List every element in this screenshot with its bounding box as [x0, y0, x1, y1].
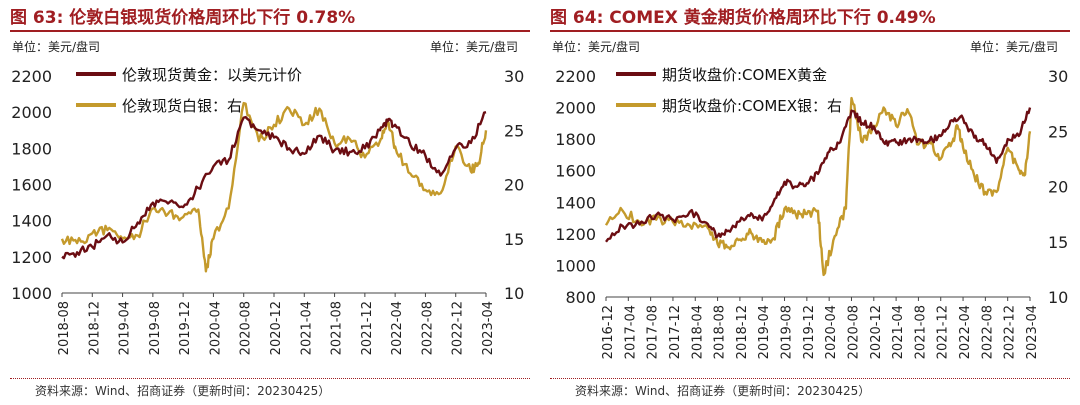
x-tick-label: 2021-12 — [360, 301, 375, 355]
x-tick-label: 2023-04 — [1025, 305, 1040, 359]
y-right-tick-label: 10 — [1048, 288, 1068, 307]
y-left-tick-label: 800 — [565, 288, 596, 307]
chart-panel-left: 图 63: 伦敦白银现货价格周环比下行 0.78% 单位：美元/盘司 单位：美元… — [10, 8, 530, 398]
x-tick-label: 2019-08 — [780, 305, 795, 359]
series-line-gold — [61, 111, 487, 260]
x-tick-label: 2017-08 — [646, 305, 661, 359]
x-tick-label: 2021-12 — [936, 305, 951, 359]
x-tick-label: 2023-04 — [481, 301, 496, 355]
x-tick-label: 2020-04 — [824, 305, 839, 359]
y-left-tick-label: 1800 — [11, 139, 52, 158]
right-axis-unit: 单位：美元/盘司 — [429, 40, 518, 54]
y-right-tick-label: 15 — [1048, 233, 1068, 252]
x-tick-label: 2022-12 — [1003, 305, 1018, 359]
left-axis-unit: 单位：美元/盘司 — [552, 40, 641, 54]
x-tick-label: 2021-04 — [299, 301, 314, 355]
line-chart-left: 1000 1200 1400 1600 1800 2000 2200 10 15 20 25 30 20… — [11, 66, 524, 355]
x-tick-label: 2018-08 — [57, 301, 72, 355]
x-tick-label: 2018-12 — [87, 301, 102, 355]
x-tick-label: 2022-08 — [420, 301, 435, 355]
footer-rule — [10, 378, 530, 379]
chart-title: 图 64: COMEX 黄金期货价格周环比下行 0.49% — [550, 8, 936, 28]
x-tick-label: 2022-08 — [980, 305, 995, 359]
x-tick-label: 2019-12 — [802, 305, 817, 359]
y-right-tick-label: 25 — [504, 121, 524, 140]
x-tick-label: 2018-04 — [690, 305, 705, 359]
x-tick-label: 2020-08 — [846, 305, 861, 359]
series-line-silver — [60, 101, 488, 273]
y-right-tick-label: 10 — [504, 284, 524, 303]
right-axis-unit: 单位：美元/盘司 — [969, 40, 1058, 54]
x-tick-label: 2017-04 — [623, 305, 638, 359]
y-right-tick-label: 20 — [1048, 178, 1068, 197]
x-tick-label: 2021-08 — [913, 305, 928, 359]
legend-label: 伦敦现货黄金：以美元计价 — [122, 66, 302, 84]
y-left-tick-label: 1800 — [555, 130, 596, 149]
legend-label: 期货收盘价:COMEX黄金 — [662, 66, 827, 84]
y-left-tick-label: 1400 — [11, 212, 52, 231]
x-tick-label: 2021-08 — [330, 301, 345, 355]
y-left-tick-label: 1400 — [555, 193, 596, 212]
footer-rule — [550, 378, 1070, 379]
x-tick-label: 2019-12 — [178, 301, 193, 355]
y-left-tick-label: 1200 — [555, 225, 596, 244]
x-tick-label: 2017-12 — [668, 305, 683, 359]
line-chart-right: 800 1000 1200 1400 1600 1800 2000 2200 10 15 20 25 3… — [555, 66, 1068, 359]
y-left-tick-label: 1600 — [555, 162, 596, 181]
y-left-tick-label: 2200 — [555, 67, 596, 86]
y-right-tick-label: 30 — [1048, 67, 1068, 86]
x-tick-label: 2022-04 — [390, 301, 405, 355]
chart-panel-right: 图 64: COMEX 黄金期货价格周环比下行 0.49% 单位：美元/盘司 单… — [540, 0, 1080, 405]
y-right-tick-label: 20 — [504, 176, 524, 195]
x-tick-label: 2018-12 — [735, 305, 750, 359]
y-left-tick-label: 1200 — [11, 248, 52, 267]
y-left-tick-label: 2000 — [11, 103, 52, 122]
series-line-silver — [604, 96, 1032, 277]
x-tick-label: 2021-04 — [891, 305, 906, 359]
x-tick-label: 2022-12 — [451, 301, 466, 355]
x-tick-label: 2019-04 — [757, 305, 772, 359]
title-rule — [10, 30, 530, 32]
legend-label: 伦敦现货白银：右 — [122, 97, 242, 115]
x-tick-label: 2020-12 — [869, 305, 884, 359]
x-tick-label: 2019-04 — [118, 301, 133, 355]
y-left-tick-label: 2000 — [555, 99, 596, 118]
x-tick-label: 2020-12 — [269, 301, 284, 355]
x-tick-label: 2018-08 — [713, 305, 728, 359]
y-left-tick-label: 1000 — [11, 284, 52, 303]
left-axis-unit: 单位：美元/盘司 — [12, 40, 101, 54]
x-tick-label: 2022-04 — [958, 305, 973, 359]
chart-title: 图 63: 伦敦白银现货价格周环比下行 0.78% — [10, 8, 356, 28]
y-left-tick-label: 1000 — [555, 256, 596, 275]
y-right-tick-label: 30 — [504, 67, 524, 86]
y-right-tick-label: 15 — [504, 230, 524, 249]
x-tick-label: 2019-08 — [148, 301, 163, 355]
title-rule — [550, 30, 1070, 32]
source-note: 资料来源：Wind、招商证券（更新时间：20230425） — [575, 384, 871, 398]
series-line-gold — [605, 107, 1032, 243]
x-tick-label: 2020-08 — [239, 301, 254, 355]
y-left-tick-label: 1600 — [11, 176, 52, 195]
source-note: 资料来源：Wind、招商证券（更新时间：20230425） — [35, 384, 331, 398]
legend-label: 期货收盘价:COMEX银：右 — [662, 97, 842, 115]
x-tick-label: 2016-12 — [601, 305, 616, 359]
x-tick-label: 2020-04 — [208, 301, 223, 355]
y-right-tick-label: 25 — [1048, 122, 1068, 141]
y-left-tick-label: 2200 — [11, 67, 52, 86]
